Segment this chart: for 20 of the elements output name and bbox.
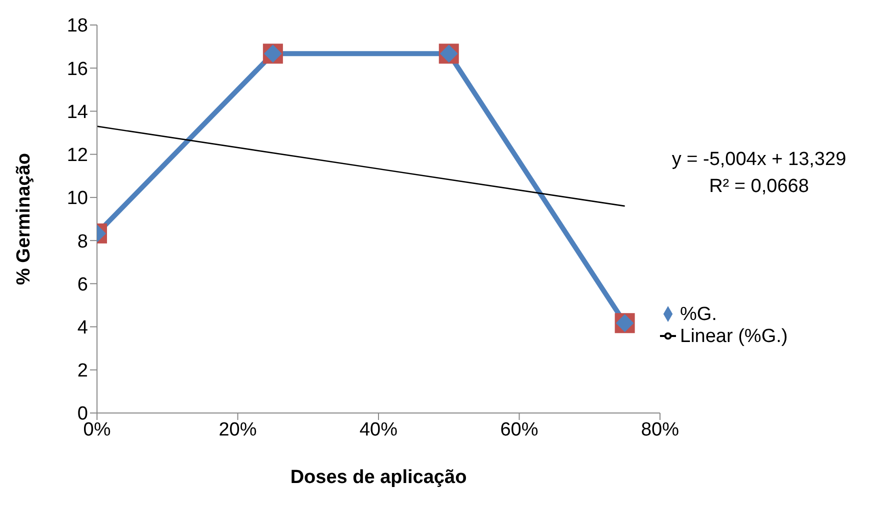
y-tick-label: 18 — [66, 16, 88, 37]
legend-label: %G. — [680, 304, 717, 324]
x-tick-label: 40% — [359, 419, 398, 440]
y-tick-label: 4 — [77, 318, 88, 339]
y-tick-label: 16 — [66, 58, 88, 80]
x-tick-label: 60% — [500, 419, 538, 440]
y-tick-label: 8 — [77, 231, 88, 252]
x-tick-label: 20% — [218, 419, 257, 440]
x-tick-label: 0% — [83, 419, 111, 440]
text: R² = 0,0668 — [708, 175, 810, 199]
legend-label: Linear (%G.) — [680, 326, 788, 346]
x-tick-label: 80% — [640, 419, 680, 440]
text: y = -5,004x + 13,329 — [670, 148, 848, 172]
y-tick-label: 12 — [66, 145, 88, 166]
y-tick-label: 10 — [66, 188, 88, 210]
y-axis-title: % Germinação — [14, 153, 35, 285]
y-tick-label: 2 — [77, 360, 88, 382]
y-tick-label: 14 — [66, 102, 88, 123]
x-axis-title: Doses de aplicação — [290, 467, 467, 488]
y-tick-label: 6 — [77, 274, 88, 296]
